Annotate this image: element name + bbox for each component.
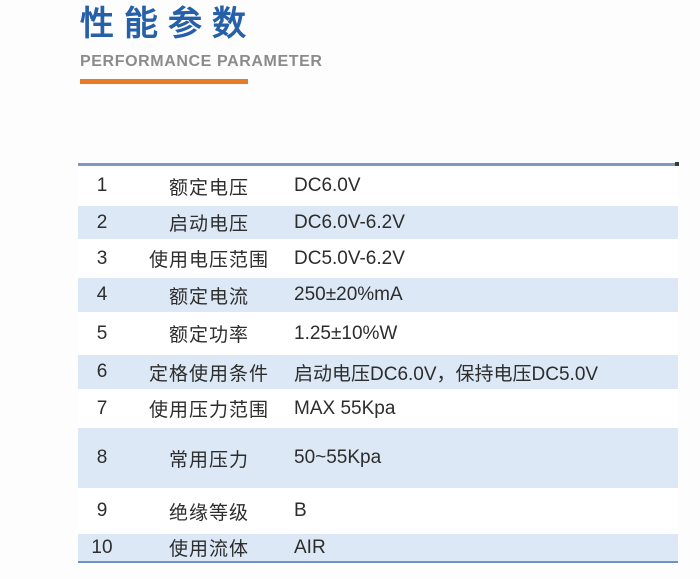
parameter-name-cell: 使用流体 — [168, 539, 249, 560]
parameter-name-cell: 额定功率 — [168, 325, 249, 346]
corner-artifact-dot — [675, 162, 679, 166]
page-title: 性能参数 — [80, 5, 256, 43]
page-subtitle: PERFORMANCE PARAMETER — [80, 53, 323, 71]
parameter-name-cell: 额定电流 — [168, 286, 249, 308]
parameter-name-cell: 使用压力范围 — [148, 400, 269, 421]
row-number-cell: 1 — [96, 175, 108, 196]
parameter-name-cell: 绝缘等级 — [168, 502, 249, 524]
parameter-value-cell: 250±20%mA — [294, 284, 403, 305]
table-row: 10 使用流体 AIR — [78, 534, 678, 561]
table-row: 1 额定电压 DC6.0V — [78, 166, 678, 206]
parameter-name-cell: 启动电压 — [168, 214, 249, 235]
section-header: 性能参数 PERFORMANCE PARAMETER — [80, 5, 323, 85]
performance-parameter-table: 1 额定电压 DC6.0V 2 启动电压 DC6.0V-6.2V 3 使用电压范… — [78, 162, 679, 563]
row-number-cell: 9 — [96, 500, 108, 521]
table-row: 3 使用电压范围 DC5.0V-6.2V — [78, 239, 678, 278]
parameter-value-cell: MAX 55Kpa — [294, 397, 396, 419]
parameter-value-cell: DC6.0V-6.2V — [294, 211, 405, 233]
row-number-cell: 10 — [91, 536, 113, 558]
table-row: 6 定格使用条件 启动电压DC6.0V，保持电压DC5.0V — [78, 355, 678, 389]
table-row: 2 启动电压 DC6.0V-6.2V — [78, 206, 678, 239]
row-number-cell: 4 — [96, 284, 108, 305]
parameter-name-cell: 定格使用条件 — [148, 363, 269, 385]
parameter-value-cell: AIR — [294, 536, 326, 558]
accent-divider — [80, 79, 248, 85]
parameter-value-cell: 启动电压DC6.0V，保持电压DC5.0V — [294, 363, 599, 385]
row-number-cell: 7 — [96, 397, 108, 419]
table-row: 9 绝缘等级 B — [78, 488, 678, 534]
table-row: 7 使用压力范围 MAX 55Kpa — [78, 389, 678, 428]
table-row: 4 额定电流 250±20%mA — [78, 278, 678, 312]
parameter-value-cell: DC6.0V — [294, 175, 361, 196]
parameter-value-cell: B — [294, 500, 307, 521]
parameter-value-cell: 50~55Kpa — [294, 447, 382, 468]
parameter-name-cell: 使用电压范围 — [148, 250, 269, 271]
parameter-value-cell: DC5.0V-6.2V — [294, 247, 405, 269]
row-number-cell: 6 — [96, 361, 108, 382]
row-number-cell: 5 — [96, 322, 108, 344]
parameter-name-cell: 常用压力 — [168, 449, 249, 471]
row-number-cell: 2 — [96, 211, 108, 233]
table-row: 5 额定功率 1.25±10%W — [78, 312, 678, 355]
row-number-cell: 3 — [96, 247, 108, 269]
row-number-cell: 8 — [96, 447, 108, 468]
parameter-value-cell: 1.25±10%W — [294, 322, 398, 344]
table-row: 8 常用压力 50~55Kpa — [78, 428, 678, 488]
parameter-name-cell: 额定电压 — [168, 177, 249, 199]
